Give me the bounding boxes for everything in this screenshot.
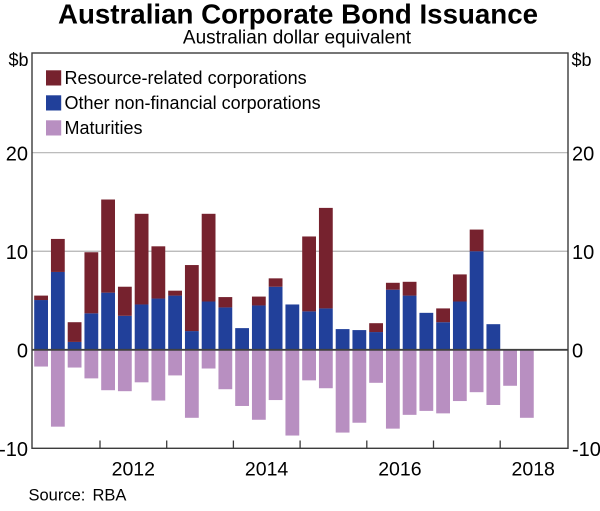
svg-text:0: 0 <box>17 341 28 363</box>
svg-text:$b: $b <box>8 50 28 70</box>
svg-text:$b: $b <box>572 50 592 70</box>
svg-text:2012: 2012 <box>112 459 155 481</box>
svg-text:20: 20 <box>572 144 594 166</box>
svg-text:Australian dollar equivalent: Australian dollar equivalent <box>183 28 412 49</box>
svg-text:-10: -10 <box>0 439 28 461</box>
svg-text:10: 10 <box>6 242 28 264</box>
svg-text:Australian Corporate Bond Issu: Australian Corporate Bond Issuance <box>58 0 538 30</box>
svg-text:-10: -10 <box>572 439 600 461</box>
svg-text:Resource-related corporations: Resource-related corporations <box>65 68 307 88</box>
svg-text:Maturities: Maturities <box>65 118 143 138</box>
svg-text:2014: 2014 <box>245 459 289 481</box>
svg-text:Source:: Source: <box>29 487 86 505</box>
svg-text:RBA: RBA <box>93 487 127 505</box>
svg-text:Other non-financial corporatio: Other non-financial corporations <box>65 93 321 113</box>
svg-text:10: 10 <box>572 242 594 264</box>
svg-text:0: 0 <box>572 341 583 363</box>
svg-text:2018: 2018 <box>512 459 555 481</box>
svg-text:20: 20 <box>6 144 28 166</box>
svg-text:2016: 2016 <box>378 459 421 481</box>
